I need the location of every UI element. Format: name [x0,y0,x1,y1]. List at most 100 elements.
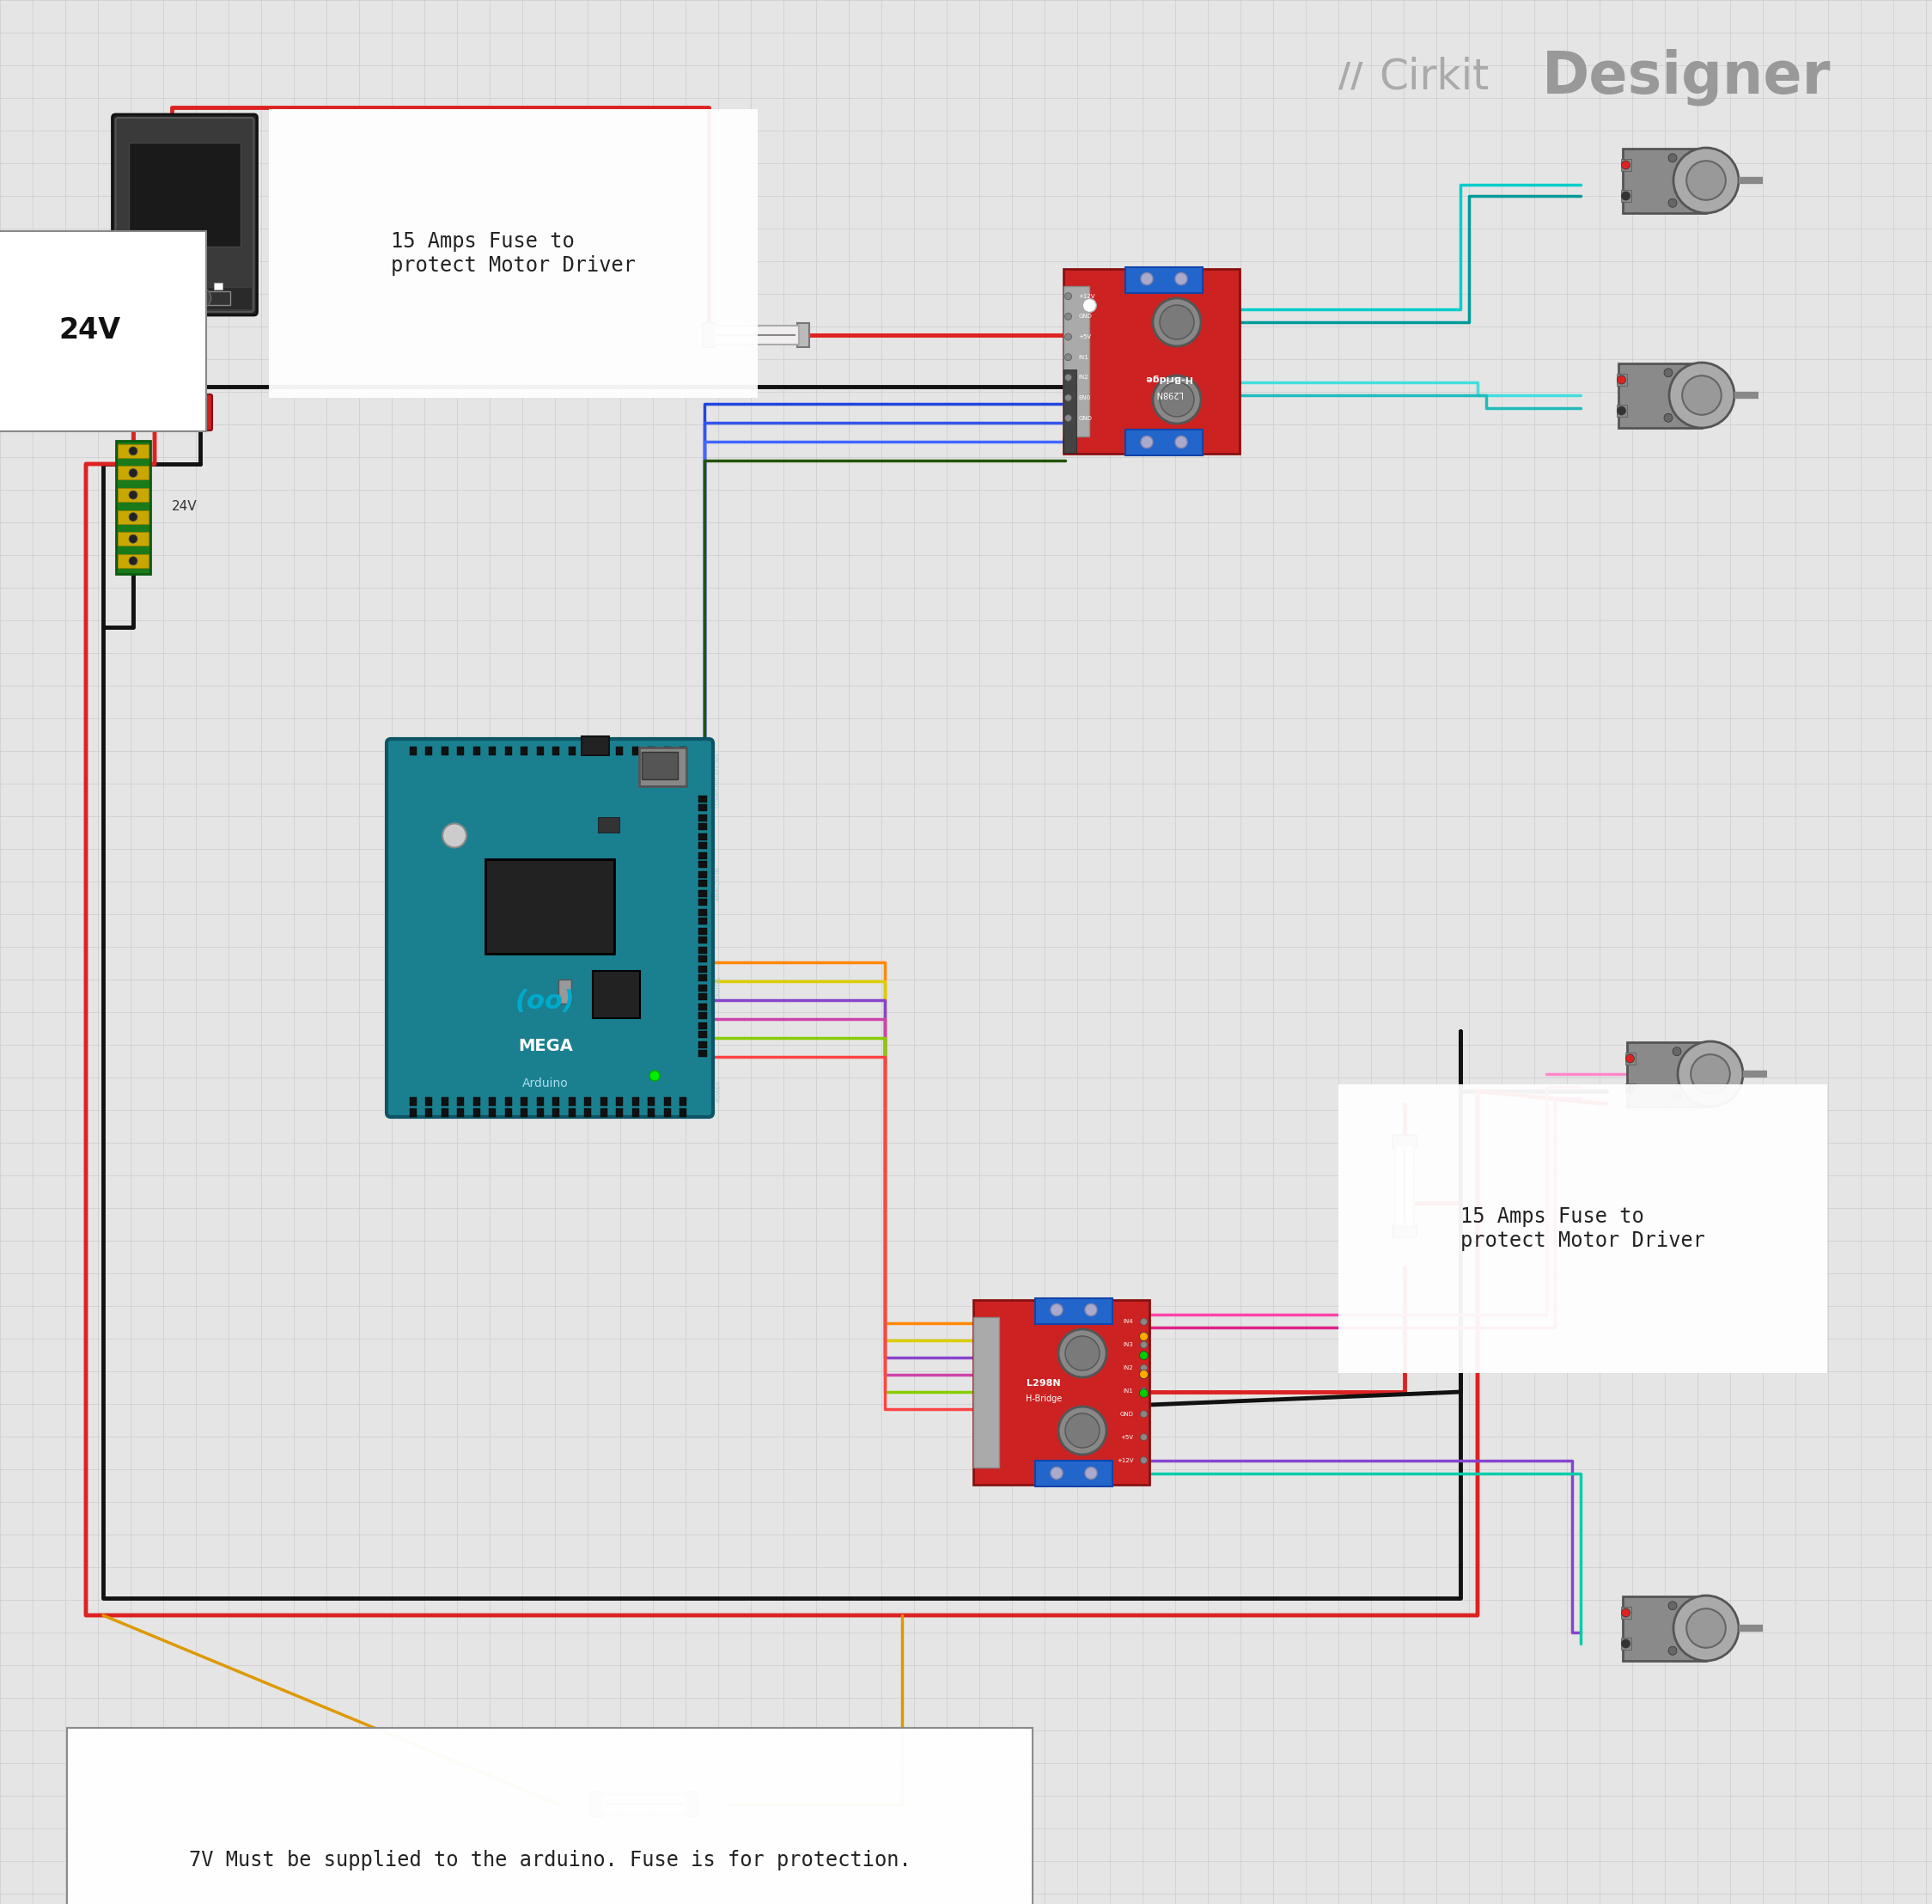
Bar [442,1108,448,1118]
Circle shape [1140,1342,1148,1348]
Circle shape [1140,1352,1148,1359]
Circle shape [1621,1639,1631,1649]
Text: GND: GND [1078,314,1092,320]
Bar [697,796,707,802]
Circle shape [1175,272,1186,286]
Bar [458,1108,464,1118]
Circle shape [1140,1371,1148,1378]
Text: Designer: Designer [1542,50,1832,107]
Circle shape [1673,149,1739,213]
Bar [632,746,639,756]
Bar [1036,1460,1113,1485]
Circle shape [1667,198,1677,208]
Bar [585,1097,591,1106]
Bar [665,746,670,756]
Circle shape [1663,367,1673,377]
Circle shape [129,491,137,499]
Bar [425,746,433,756]
Text: IN3: IN3 [1122,1342,1134,1348]
Circle shape [1065,1337,1099,1371]
Bar [601,1108,607,1118]
Text: IN1: IN1 [1122,1388,1134,1394]
Text: IN4: IN4 [1124,1319,1134,1325]
Circle shape [1673,1047,1681,1055]
Circle shape [1669,362,1735,428]
Bar [458,1097,464,1106]
Bar [593,971,639,1019]
Bar [1395,1144,1414,1226]
Circle shape [1059,1407,1107,1455]
Bar [582,737,609,756]
Circle shape [1617,406,1625,415]
Bar [1621,1637,1631,1649]
Bar [1627,1041,1710,1106]
Bar [116,440,151,573]
Text: IN2: IN2 [1124,1365,1134,1371]
Bar [118,288,251,308]
Bar [214,284,222,289]
Bar [118,554,149,567]
Bar [697,842,707,849]
Text: +: + [153,291,162,305]
Text: DIGITAL: DIGITAL [715,975,721,1000]
Bar [591,1792,603,1816]
Bar [697,870,707,878]
Bar [641,752,678,779]
Bar [425,1108,433,1118]
Bar [118,531,149,546]
Circle shape [168,288,187,308]
Text: 15 Amps Fuse to
protect Motor Driver: 15 Amps Fuse to protect Motor Driver [390,230,636,276]
Text: L298N: L298N [1026,1378,1061,1388]
Circle shape [1140,272,1153,286]
Bar [601,746,607,756]
Bar [697,1011,707,1019]
Bar [601,1097,607,1106]
Bar [1621,158,1631,171]
Bar [489,1097,497,1106]
Bar [616,746,624,756]
Circle shape [193,406,201,413]
Text: IN1: IN1 [1078,354,1088,360]
Bar [1623,1596,1706,1660]
Bar [632,1108,639,1118]
Circle shape [1673,1596,1739,1660]
Text: GND: GND [1121,1411,1134,1417]
Circle shape [191,288,211,308]
Circle shape [1677,1041,1743,1106]
Bar [601,1795,688,1815]
Bar [697,815,707,821]
Bar [680,746,686,756]
Bar [697,803,707,811]
Text: H-Bridge: H-Bridge [1026,1394,1063,1403]
FancyBboxPatch shape [112,114,257,316]
Bar [1063,369,1076,453]
Bar [686,1792,697,1816]
Circle shape [129,468,137,478]
Circle shape [1625,1055,1634,1062]
Bar [537,1108,543,1118]
Bar [473,746,481,756]
Bar [616,1108,624,1118]
Circle shape [1051,1468,1063,1479]
Circle shape [1086,1468,1097,1479]
Bar [974,1318,999,1468]
Text: 24V: 24V [58,316,120,345]
Bar [1393,1135,1416,1146]
Circle shape [1621,1609,1631,1616]
Text: ANALOG IN: ANALOG IN [715,866,721,901]
Bar [207,291,230,305]
FancyBboxPatch shape [386,739,713,1118]
Circle shape [129,535,137,543]
Circle shape [129,512,137,522]
Bar [697,861,707,868]
Bar [553,746,560,756]
Circle shape [1153,299,1202,347]
Circle shape [442,824,466,847]
Bar [568,1097,576,1106]
Circle shape [1159,383,1194,417]
Bar [558,979,572,1003]
Bar [665,1097,670,1106]
Bar [665,1108,670,1118]
Bar [616,1097,624,1106]
Bar [697,937,707,942]
